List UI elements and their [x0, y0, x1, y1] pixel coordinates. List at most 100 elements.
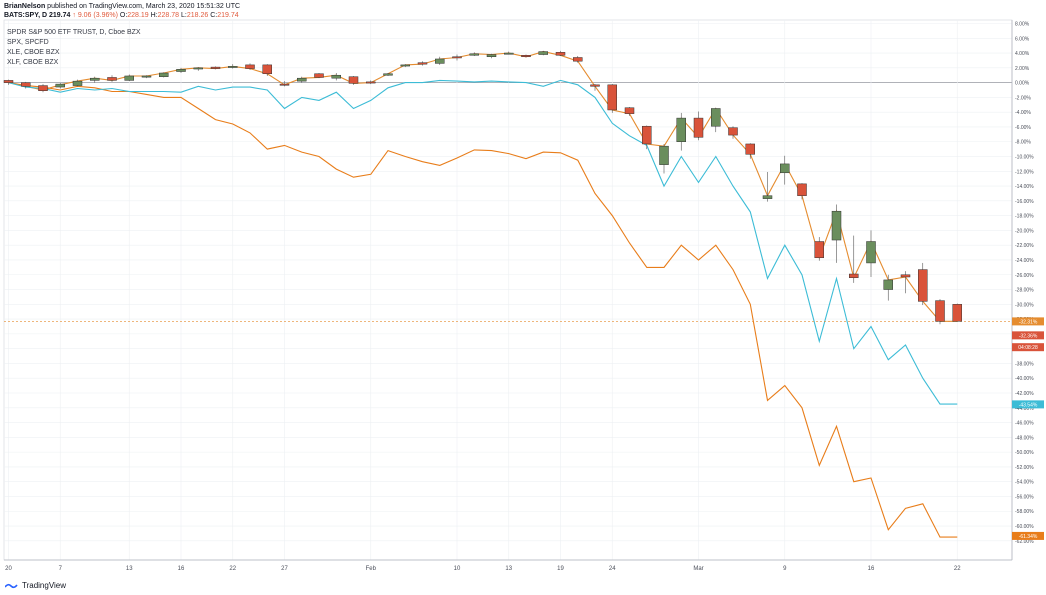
high-value: 228.78	[157, 12, 180, 19]
y-tick-label: -6.00%	[1015, 125, 1031, 131]
x-tick-label: Feb	[366, 566, 377, 572]
price-tag-xle: -61.34%	[1019, 534, 1038, 540]
y-tick-label: -62.00%	[1015, 539, 1034, 545]
axes: 8.00% 6.00% 4.00% 2.00% 0.00% -2.00% -4.00% -6.…	[4, 20, 1034, 572]
candle-body	[728, 127, 738, 136]
candle-body	[900, 274, 911, 278]
candle-body	[435, 58, 445, 64]
plot-frame	[3, 19, 1013, 561]
spx-line	[8, 51, 958, 322]
candle-body	[849, 273, 859, 278]
candle-body	[555, 52, 566, 56]
x-tick-label: Mar	[693, 566, 703, 572]
xlf-line	[8, 79, 958, 405]
y-tick-label: 6.00%	[1015, 36, 1030, 42]
candle-body	[314, 73, 324, 78]
close-value: 219.74	[217, 12, 239, 19]
y-tick-label: -28.00%	[1015, 288, 1034, 294]
candle-body	[659, 145, 669, 165]
y-tick-label: -46.00%	[1015, 421, 1034, 427]
candle-body	[107, 77, 117, 81]
candle-body	[521, 55, 531, 58]
y-tick-label: -30.00%	[1015, 302, 1034, 308]
candle-body	[883, 279, 893, 290]
y-tick-label: -8.00%	[1015, 140, 1031, 146]
y-tick-label: -24.00%	[1015, 258, 1034, 264]
x-tick-label: 9	[783, 566, 787, 572]
candle-body	[452, 56, 462, 59]
price-tag-spy-line-bg	[1012, 317, 1044, 326]
candle-body	[279, 83, 290, 86]
y-tick-label: 2.00%	[1015, 66, 1030, 72]
candle-body	[331, 74, 341, 79]
legend-item-xle[interactable]: XLE, CBOE BZX	[7, 49, 60, 56]
candle-body	[590, 84, 600, 87]
author-name[interactable]: BrianNelson	[4, 3, 46, 10]
candle-body	[72, 80, 83, 86]
y-tick-label: -54.00%	[1015, 480, 1034, 486]
countdown-tag: 04:08:28	[1018, 345, 1038, 351]
tradingview-logo[interactable]: TradingView	[5, 581, 66, 590]
legend-item-xlf[interactable]: XLF, CBOE BZX	[7, 59, 59, 66]
y-tick-label: -20.00%	[1015, 228, 1034, 234]
y-tick-label: -14.00%	[1015, 184, 1034, 190]
open-value: 228.19	[127, 12, 149, 19]
x-tick-label: 13	[505, 566, 512, 572]
candle-body	[504, 52, 514, 55]
y-tick-label: 4.00%	[1015, 51, 1030, 57]
candle-body	[693, 117, 704, 138]
low-label: L:	[181, 12, 187, 19]
y-tick-label: -2.00%	[1015, 95, 1031, 101]
candle-body	[3, 80, 14, 83]
x-tick-label: 22	[229, 566, 236, 572]
candle-body	[400, 64, 410, 67]
candle-body	[935, 300, 945, 322]
candle-body	[90, 77, 100, 81]
candle-body	[797, 183, 807, 196]
candle-body	[21, 82, 31, 87]
candle-body	[210, 66, 221, 69]
candle-body	[383, 73, 393, 76]
candle-body	[952, 304, 962, 322]
candle-body	[918, 269, 928, 302]
publish-line: BrianNelson published on TradingView.com…	[4, 2, 240, 11]
low-value: 218.26	[186, 12, 209, 19]
y-tick-label: -38.00%	[1015, 361, 1034, 367]
price-change: ↑ 9.06	[72, 12, 92, 19]
candle-body	[417, 62, 428, 65]
x-tick-label: 19	[557, 566, 564, 572]
y-tick-label: -48.00%	[1015, 435, 1034, 441]
candle-body	[780, 163, 790, 174]
candle-body	[159, 72, 169, 77]
y-tick-label: 0.00%	[1015, 81, 1030, 87]
high-label: H:	[150, 12, 158, 19]
symbol-line: BATS:SPY, D 219.74 ↑ 9.06 (3.96%) O:228.…	[4, 11, 240, 20]
legend-item-spy[interactable]: SPDR S&P 500 ETF TRUST, D, Cboe BZX	[7, 29, 141, 36]
publish-info: published on TradingView.com, March 23, …	[45, 3, 241, 10]
candles	[3, 50, 962, 325]
symbol-name: BATS:SPY, D	[4, 12, 48, 19]
x-tick-label: 16	[178, 566, 185, 572]
candle-body	[831, 210, 842, 241]
price-tag-spy: -32.36%	[1019, 333, 1038, 339]
candle-body	[676, 117, 686, 142]
y-tick-label: -10.00%	[1015, 155, 1034, 161]
y-tick-label: -44.00%	[1015, 406, 1034, 412]
candle-body	[262, 64, 272, 75]
chart-header: BrianNelson published on TradingView.com…	[4, 2, 240, 20]
y-tick-label: -4.00%	[1015, 110, 1031, 116]
price-change-pct: (3.96%)	[93, 12, 118, 19]
candle-body	[141, 75, 152, 78]
legend-item-spx[interactable]: SPX, SPCFD	[7, 39, 49, 46]
y-tick-label: -58.00%	[1015, 509, 1034, 515]
price-tags: -32.31% -32.36% 04:08:28 -43.54% -61.34%	[1012, 317, 1044, 540]
y-tick-label: -22.00%	[1015, 243, 1034, 249]
candle-body	[642, 125, 652, 145]
candle-body	[469, 53, 479, 56]
y-tick-label: -56.00%	[1015, 494, 1034, 500]
close-label: C:	[210, 12, 218, 19]
candle-body	[38, 85, 48, 91]
candle-body	[711, 108, 721, 127]
x-tick-label: 13	[126, 566, 133, 572]
